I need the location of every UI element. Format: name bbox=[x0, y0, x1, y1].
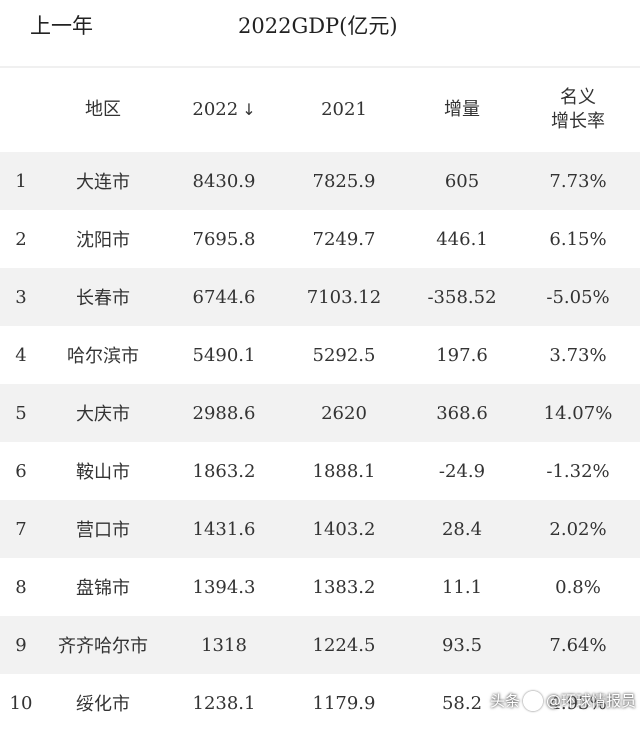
gdp-2022-cell: 6744.6 bbox=[192, 286, 256, 308]
increase-cell: 11.1 bbox=[441, 576, 483, 598]
column-header-rate-line1: 名义 bbox=[560, 87, 596, 108]
title-bar: 上一年 2022GDP(亿元) bbox=[0, 0, 640, 66]
table-row[interactable]: 4 哈尔滨市 5490.1 5292.5 197.6 3.73% bbox=[0, 326, 640, 384]
table-row[interactable]: 7 营口市 1431.6 1403.2 28.4 2.02% bbox=[0, 500, 640, 558]
column-header-region[interactable]: 地区 bbox=[42, 68, 164, 152]
gdp-2022-cell: 2988.6 bbox=[192, 402, 256, 424]
growth-rate-cell: 7.73% bbox=[549, 170, 607, 192]
table-row[interactable]: 5 大庆市 2988.6 2620 368.6 14.07% bbox=[0, 384, 640, 442]
gdp-2022-cell: 1394.3 bbox=[192, 576, 256, 598]
watermark-prefix: 头条 bbox=[490, 692, 521, 710]
table-row[interactable]: 9 齐齐哈尔市 1318 1224.5 93.5 7.64% bbox=[0, 616, 640, 674]
increase-cell: 368.6 bbox=[436, 402, 488, 424]
region-cell: 盘锦市 bbox=[76, 578, 130, 599]
column-header-region-label: 地区 bbox=[85, 99, 121, 120]
rank-cell: 1 bbox=[15, 170, 27, 192]
sort-down-arrow-icon: ↓ bbox=[242, 100, 256, 119]
period-label: 上一年 bbox=[30, 14, 93, 38]
growth-rate-cell: -1.32% bbox=[546, 460, 610, 482]
gdp-2021-cell: 1383.2 bbox=[312, 576, 376, 598]
region-cell: 大连市 bbox=[76, 172, 130, 193]
growth-rate-cell: -5.05% bbox=[546, 286, 610, 308]
column-header-increase-label: 增量 bbox=[444, 99, 480, 120]
growth-rate-cell: 6.15% bbox=[549, 228, 607, 250]
gdp-2022-cell: 1431.6 bbox=[192, 518, 256, 540]
column-header-2022[interactable]: 2022 ↓ bbox=[164, 68, 284, 152]
gdp-2021-cell: 2620 bbox=[321, 402, 367, 424]
gdp-2021-cell: 7825.9 bbox=[312, 170, 376, 192]
growth-rate-cell: 3.73% bbox=[549, 344, 607, 366]
rank-cell: 2 bbox=[15, 228, 27, 250]
gdp-2022-cell: 8430.9 bbox=[192, 170, 256, 192]
account-icon bbox=[523, 690, 544, 711]
table-header: 地区 2022 ↓ 2021 增量 名义 增长率 bbox=[0, 68, 640, 152]
region-cell: 哈尔滨市 bbox=[67, 346, 139, 367]
table-row[interactable]: 3 长春市 6744.6 7103.12 -358.52 -5.05% bbox=[0, 268, 640, 326]
region-cell: 鞍山市 bbox=[76, 462, 130, 483]
watermark: 头条 @环球情报员 bbox=[490, 690, 636, 711]
column-header-growth-rate[interactable]: 名义 增长率 bbox=[520, 68, 636, 152]
column-header-increase[interactable]: 增量 bbox=[404, 68, 520, 152]
growth-rate-cell: 14.07% bbox=[543, 402, 613, 424]
rank-cell: 7 bbox=[15, 518, 27, 540]
region-cell: 长春市 bbox=[76, 288, 130, 309]
increase-cell: 28.4 bbox=[441, 518, 483, 540]
region-cell: 绥化市 bbox=[76, 694, 130, 715]
gdp-2022-cell: 5490.1 bbox=[192, 344, 256, 366]
gdp-2021-cell: 1403.2 bbox=[312, 518, 376, 540]
divider bbox=[0, 66, 640, 68]
growth-rate-cell: 2.02% bbox=[549, 518, 607, 540]
column-header-2021[interactable]: 2021 bbox=[284, 68, 404, 152]
column-header-2022-label: 2022 bbox=[192, 99, 239, 120]
table-row[interactable]: 10 绥化市 1238.1 1179.9 58.2 4.93% bbox=[0, 674, 640, 732]
increase-cell: -358.52 bbox=[427, 286, 497, 308]
rank-cell: 9 bbox=[15, 634, 27, 656]
gdp-2021-cell: 5292.5 bbox=[312, 344, 376, 366]
rank-cell: 3 bbox=[15, 286, 27, 308]
column-header-rate-line2: 增长率 bbox=[551, 111, 605, 132]
column-header-2021-label: 2021 bbox=[321, 99, 367, 120]
increase-cell: -24.9 bbox=[438, 460, 486, 482]
region-cell: 沈阳市 bbox=[76, 230, 130, 251]
region-cell: 营口市 bbox=[76, 520, 130, 541]
rank-cell: 8 bbox=[15, 576, 27, 598]
gdp-2022-cell: 1863.2 bbox=[192, 460, 256, 482]
region-cell: 大庆市 bbox=[76, 404, 130, 425]
increase-cell: 58.2 bbox=[441, 692, 483, 714]
gdp-2021-cell: 1179.9 bbox=[312, 692, 376, 714]
growth-rate-cell: 4.93% bbox=[549, 692, 607, 714]
gdp-2022-cell: 7695.8 bbox=[192, 228, 256, 250]
increase-cell: 197.6 bbox=[436, 344, 488, 366]
growth-rate-cell: 0.8% bbox=[555, 576, 601, 598]
gdp-2021-cell: 7249.7 bbox=[312, 228, 376, 250]
increase-cell: 605 bbox=[444, 170, 480, 192]
region-cell: 齐齐哈尔市 bbox=[58, 636, 148, 657]
gdp-2021-cell: 1888.1 bbox=[312, 460, 376, 482]
table-row[interactable]: 8 盘锦市 1394.3 1383.2 11.1 0.8% bbox=[0, 558, 640, 616]
watermark-account: @环球情报员 bbox=[546, 692, 637, 710]
gdp-2022-cell: 1238.1 bbox=[192, 692, 256, 714]
rank-cell: 5 bbox=[15, 402, 27, 424]
increase-cell: 93.5 bbox=[441, 634, 483, 656]
gdp-2021-cell: 7103.12 bbox=[306, 286, 382, 308]
gdp-2021-cell: 1224.5 bbox=[312, 634, 376, 656]
table-row[interactable]: 1 大连市 8430.9 7825.9 605 7.73% bbox=[0, 152, 640, 210]
table-body: 1 大连市 8430.9 7825.9 605 7.73% 2 沈阳市 7695… bbox=[0, 152, 640, 732]
table-row[interactable]: 2 沈阳市 7695.8 7249.7 446.1 6.15% bbox=[0, 210, 640, 268]
table-row[interactable]: 6 鞍山市 1863.2 1888.1 -24.9 -1.32% bbox=[0, 442, 640, 500]
rank-cell: 4 bbox=[15, 344, 27, 366]
growth-rate-cell: 7.64% bbox=[549, 634, 607, 656]
gdp-2022-cell: 1318 bbox=[201, 634, 247, 656]
page-title: 2022GDP(亿元) bbox=[238, 14, 398, 38]
rank-cell: 10 bbox=[9, 692, 33, 714]
rank-cell: 6 bbox=[15, 460, 27, 482]
increase-cell: 446.1 bbox=[436, 228, 488, 250]
